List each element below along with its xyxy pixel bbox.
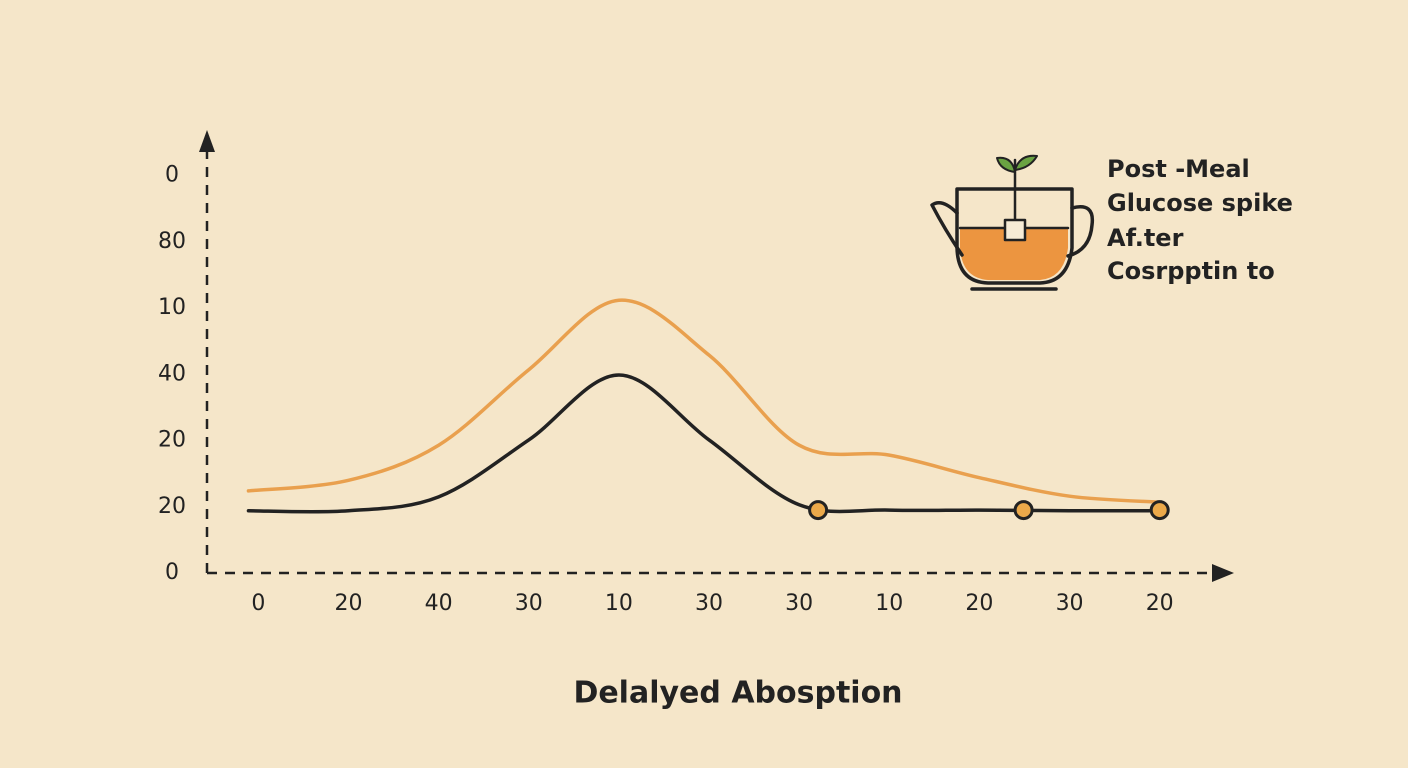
x-tick-label: 10: [875, 591, 903, 616]
annotation-line: Af.ter: [1107, 224, 1184, 252]
x-tick-label: 20: [1146, 591, 1174, 616]
x-tick-label: 30: [785, 591, 813, 616]
x-tick-label: 0: [251, 591, 265, 616]
x-tick-label: 30: [515, 591, 543, 616]
y-tick-label: 20: [158, 494, 186, 519]
line-series: [246, 298, 1162, 504]
annotation-line: Post -Meal: [1107, 155, 1250, 183]
x-tick-label: 40: [425, 591, 453, 616]
x-axis-label: Delalyed Abosption: [573, 676, 902, 711]
y-tick-label: 0: [165, 163, 179, 188]
annotation: Post -Meal Glucose spike Af.ter Cosrppti…: [1107, 155, 1301, 285]
y-tick-label: 10: [158, 295, 186, 320]
y-tick-label: 20: [158, 428, 186, 453]
x-tick-label: 30: [695, 591, 723, 616]
marker: [808, 500, 829, 521]
marker: [1149, 500, 1170, 521]
teacup-icon: [930, 154, 1095, 291]
x-tick-label: 10: [605, 591, 633, 616]
y-tick-label: 0: [165, 560, 179, 585]
y-axis-arrow: [199, 130, 215, 152]
x-tick-label: 30: [1056, 591, 1084, 616]
x-tick-label: 20: [965, 591, 993, 616]
marker: [1013, 500, 1034, 521]
y-tick-label: 40: [158, 361, 186, 386]
x-tick-label: 20: [335, 591, 363, 616]
x-axis-arrow: [1212, 564, 1234, 582]
annotation-line: Cosrpptin to: [1107, 257, 1275, 285]
annotation-line: Glucose spike: [1107, 189, 1293, 217]
line-series: [246, 373, 1162, 514]
y-tick-label: 80: [158, 229, 186, 254]
